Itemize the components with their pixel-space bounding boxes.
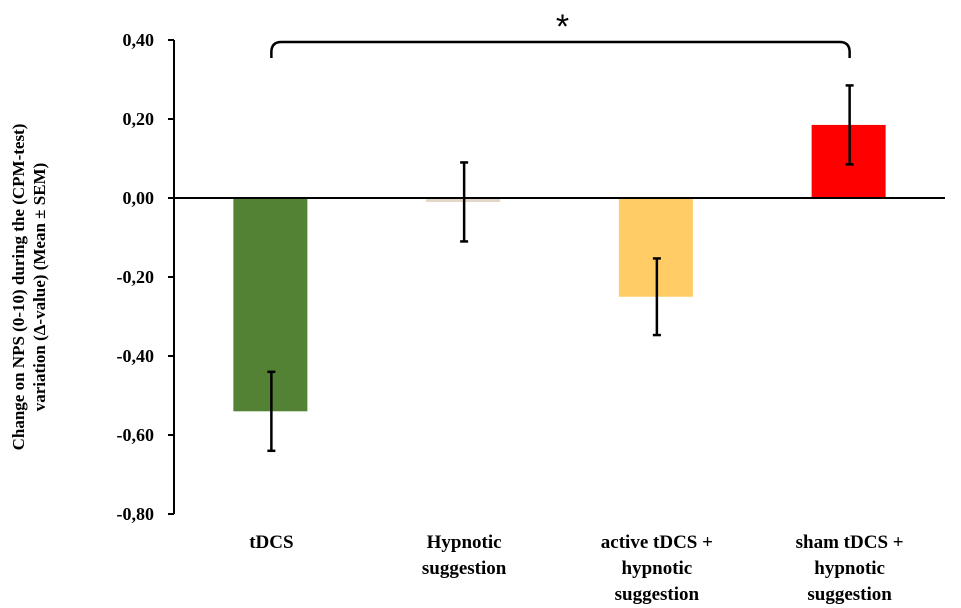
error-bars	[267, 84, 854, 453]
category-label: suggestion	[807, 584, 892, 605]
y-tick-label: -0,40	[117, 346, 155, 366]
y-tick-label: 0,20	[123, 109, 155, 129]
category-labels: tDCS Hypnotic suggestion active tDCS + hypno…	[249, 532, 903, 605]
y-axis: 0,40 0,20 0,00 -0,20 -0,40 -0,60 -0,80	[117, 30, 175, 524]
category-label: hypnotic	[814, 558, 885, 579]
y-axis-title: Change on NPS (0-10) during the (CPM-tes…	[9, 124, 49, 451]
category-label: sham tDCS +	[796, 532, 904, 553]
y-axis-title-line: variation (Δ-value) (Mean ± SEM)	[30, 163, 49, 412]
y-axis-title-line: Change on NPS (0-10) during the (CPM-tes…	[9, 124, 28, 451]
y-tick-label: -0,20	[117, 267, 155, 287]
bars	[233, 124, 886, 412]
category-label: active tDCS +	[601, 532, 713, 553]
category-label: tDCS	[249, 532, 293, 553]
y-tick-label: -0,60	[117, 425, 155, 445]
category-label: hypnotic	[622, 558, 693, 579]
category-label: suggestion	[615, 584, 700, 605]
y-tick-label: 0,00	[123, 188, 155, 208]
significance-annotation: *	[270, 8, 851, 58]
y-tick-label: -0,80	[117, 504, 155, 524]
significance-star: *	[556, 8, 569, 46]
y-tick-label: 0,40	[123, 30, 155, 50]
category-label: suggestion	[422, 558, 507, 579]
significance-bracket	[270, 40, 851, 58]
category-label: Hypnotic	[427, 532, 502, 553]
